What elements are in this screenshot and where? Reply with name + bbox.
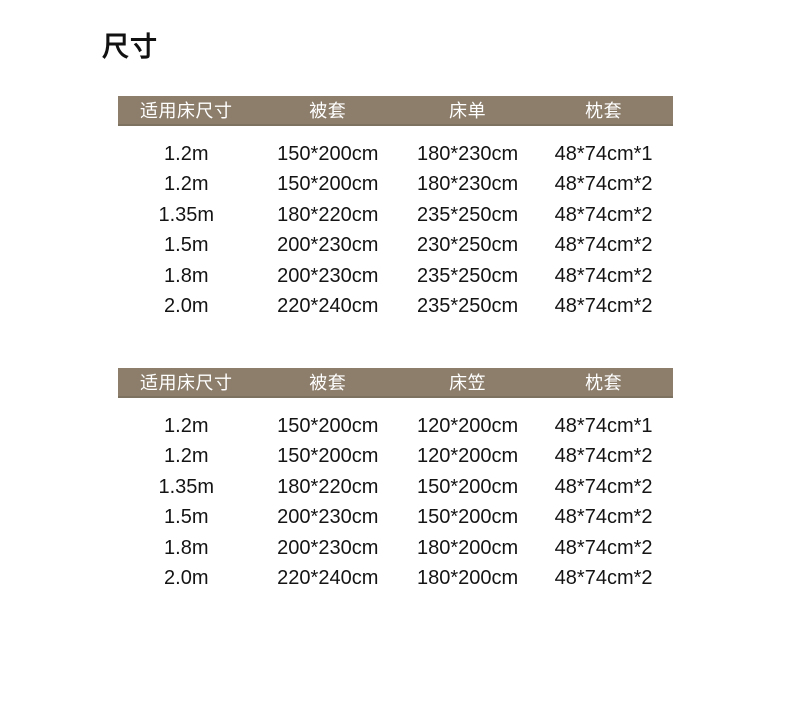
- cell-duvet-cover: 180*220cm: [277, 203, 379, 226]
- cell-duvet-cover: 220*240cm: [277, 567, 379, 590]
- cell-pillowcase: 48*74cm*1: [554, 142, 653, 165]
- table-row: 1.8m 200*230cm 235*250cm 48*74cm*2: [118, 261, 673, 292]
- table-body: 1.2m 150*200cm 120*200cm 48*74cm*1 1.2m …: [118, 398, 673, 594]
- column-header-pillowcase: 枕套: [585, 373, 623, 393]
- cell-pillowcase: 48*74cm*2: [554, 567, 653, 590]
- table-header-row: 适用床尺寸 被套 床单 枕套: [118, 96, 673, 126]
- cell-pillowcase: 48*74cm*2: [554, 475, 653, 498]
- cell-pillowcase: 48*74cm*2: [554, 234, 653, 257]
- table-row: 2.0m 220*240cm 180*200cm 48*74cm*2: [118, 564, 673, 595]
- cell-bed-sheet: 180*230cm: [417, 142, 519, 165]
- table-header-row: 适用床尺寸 被套 床笠 枕套: [118, 368, 673, 398]
- table-row: 1.2m 150*200cm 120*200cm 48*74cm*1: [118, 411, 673, 442]
- column-header-bed-sheet: 床单: [449, 101, 487, 121]
- table-row: 1.2m 150*200cm 180*230cm 48*74cm*1: [118, 139, 673, 170]
- cell-duvet-cover: 200*230cm: [277, 506, 379, 529]
- column-header-fitted-sheet: 床笠: [449, 373, 487, 393]
- cell-duvet-cover: 150*200cm: [277, 414, 379, 437]
- cell-pillowcase: 48*74cm*2: [554, 173, 653, 196]
- column-header-duvet-cover: 被套: [309, 373, 347, 393]
- cell-duvet-cover: 200*230cm: [277, 264, 379, 287]
- cell-fitted-sheet: 180*200cm: [417, 567, 519, 590]
- cell-pillowcase: 48*74cm*1: [554, 414, 653, 437]
- cell-pillowcase: 48*74cm*2: [554, 203, 653, 226]
- cell-fitted-sheet: 150*200cm: [417, 506, 519, 529]
- cell-bed-size: 1.2m: [164, 142, 209, 165]
- page-title: 尺寸: [102, 32, 158, 62]
- cell-bed-size: 1.2m: [164, 173, 209, 196]
- cell-fitted-sheet: 120*200cm: [417, 445, 519, 468]
- cell-bed-sheet: 235*250cm: [417, 203, 519, 226]
- cell-duvet-cover: 200*230cm: [277, 536, 379, 559]
- size-table-fitted-sheet-set: 适用床尺寸 被套 床笠 枕套 1.2m 150*200cm 120*200cm …: [118, 368, 673, 594]
- table-row: 1.35m 180*220cm 150*200cm 48*74cm*2: [118, 472, 673, 503]
- column-header-bed-size: 适用床尺寸: [140, 373, 233, 393]
- table-row: 1.35m 180*220cm 235*250cm 48*74cm*2: [118, 200, 673, 231]
- table-row: 1.2m 150*200cm 120*200cm 48*74cm*2: [118, 442, 673, 473]
- cell-bed-size: 1.5m: [164, 506, 209, 529]
- cell-pillowcase: 48*74cm*2: [554, 536, 653, 559]
- cell-pillowcase: 48*74cm*2: [554, 295, 653, 318]
- cell-bed-size: 2.0m: [164, 295, 209, 318]
- cell-bed-size: 1.2m: [164, 414, 209, 437]
- cell-bed-sheet: 180*230cm: [417, 173, 519, 196]
- table-row: 1.5m 200*230cm 230*250cm 48*74cm*2: [118, 231, 673, 262]
- cell-fitted-sheet: 180*200cm: [417, 536, 519, 559]
- cell-bed-size: 1.5m: [164, 234, 209, 257]
- table-row: 1.2m 150*200cm 180*230cm 48*74cm*2: [118, 170, 673, 201]
- cell-bed-size: 1.8m: [164, 536, 209, 559]
- column-header-duvet-cover: 被套: [309, 101, 347, 121]
- column-header-pillowcase: 枕套: [585, 101, 623, 121]
- cell-pillowcase: 48*74cm*2: [554, 264, 653, 287]
- table-row: 1.5m 200*230cm 150*200cm 48*74cm*2: [118, 503, 673, 534]
- cell-fitted-sheet: 120*200cm: [417, 414, 519, 437]
- cell-duvet-cover: 220*240cm: [277, 295, 379, 318]
- cell-bed-size: 2.0m: [164, 567, 209, 590]
- cell-bed-sheet: 235*250cm: [417, 264, 519, 287]
- cell-duvet-cover: 200*230cm: [277, 234, 379, 257]
- cell-duvet-cover: 150*200cm: [277, 142, 379, 165]
- cell-bed-sheet: 230*250cm: [417, 234, 519, 257]
- cell-pillowcase: 48*74cm*2: [554, 445, 653, 468]
- cell-bed-size: 1.8m: [164, 264, 209, 287]
- cell-bed-size: 1.35m: [158, 475, 215, 498]
- cell-pillowcase: 48*74cm*2: [554, 506, 653, 529]
- cell-bed-size: 1.2m: [164, 445, 209, 468]
- cell-duvet-cover: 150*200cm: [277, 445, 379, 468]
- cell-duvet-cover: 150*200cm: [277, 173, 379, 196]
- cell-bed-size: 1.35m: [158, 203, 215, 226]
- cell-fitted-sheet: 150*200cm: [417, 475, 519, 498]
- table-row: 2.0m 220*240cm 235*250cm 48*74cm*2: [118, 292, 673, 323]
- cell-bed-sheet: 235*250cm: [417, 295, 519, 318]
- column-header-bed-size: 适用床尺寸: [140, 101, 233, 121]
- table-row: 1.8m 200*230cm 180*200cm 48*74cm*2: [118, 533, 673, 564]
- cell-duvet-cover: 180*220cm: [277, 475, 379, 498]
- table-body: 1.2m 150*200cm 180*230cm 48*74cm*1 1.2m …: [118, 126, 673, 322]
- size-table-bed-sheet-set: 适用床尺寸 被套 床单 枕套 1.2m 150*200cm 180*230cm …: [118, 96, 673, 322]
